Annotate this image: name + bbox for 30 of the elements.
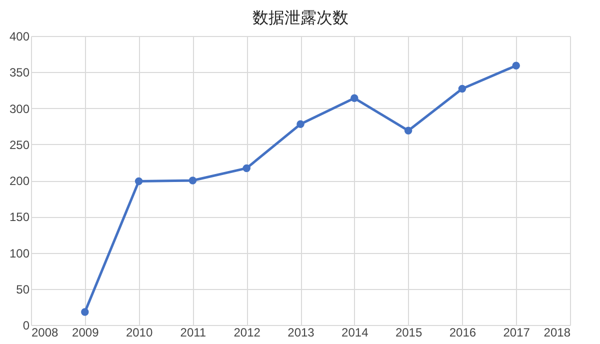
y-tick-label: 350 [9, 66, 30, 80]
y-tick-label: 150 [9, 210, 30, 224]
x-tick-label: 2009 [72, 326, 100, 340]
x-tick-label: 2011 [180, 326, 206, 340]
point [188, 176, 197, 184]
y-tick-label: 0 [22, 318, 30, 332]
point [242, 164, 250, 172]
point [296, 120, 304, 128]
x-tick-label: 2012 [234, 326, 261, 340]
x-tick-label: 2013 [288, 326, 315, 340]
x-tick-label: 2018 [544, 326, 571, 340]
y-tick-label: 100 [9, 246, 30, 260]
x-tick-label: 2008 [32, 326, 59, 340]
point [81, 308, 89, 316]
point [404, 126, 412, 135]
x-tick-label: 2010 [126, 326, 153, 340]
y-tick-label: 50 [16, 282, 30, 296]
point [512, 62, 520, 70]
y-tick-label: 250 [9, 138, 30, 152]
chart-title: 数据泄露次数 [252, 9, 348, 27]
x-tick-label: 2014 [342, 326, 369, 340]
y-tick-label: 300 [9, 102, 30, 116]
point [350, 94, 358, 102]
point [458, 84, 466, 93]
point [134, 177, 143, 186]
x-tick-label: 2015 [395, 326, 422, 340]
x-tick-label: 2017 [503, 326, 530, 340]
y-tick-label: 400 [9, 30, 30, 44]
y-tick-label: 200 [9, 174, 30, 188]
x-tick-label: 2016 [449, 326, 476, 340]
